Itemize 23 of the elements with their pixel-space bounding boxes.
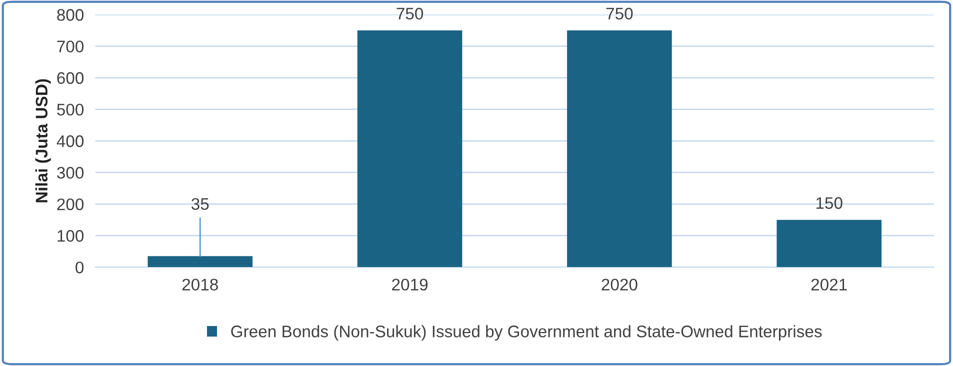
y-tick-label: 700 [57, 40, 84, 52]
y-tick-label: 800 [57, 9, 84, 21]
x-tick-label: 2019 [392, 278, 428, 291]
y-tick-label: 600 [57, 72, 84, 84]
legend-label: Green Bonds (Non-Sukuk) Issued by Government and State-Owned Enterprises [231, 325, 822, 341]
bar [357, 30, 462, 268]
data-label: 750 [396, 8, 424, 20]
y-tick-label: 500 [57, 104, 84, 116]
x-tick-label: 2021 [811, 278, 847, 291]
y-tick-label: 200 [57, 198, 84, 210]
y-tick-label: 300 [57, 166, 84, 179]
y-tick-label: 0 [76, 262, 84, 274]
data-label: 750 [606, 8, 633, 20]
x-tick-label: 2020 [602, 278, 638, 291]
bar [567, 30, 672, 268]
y-tick-label: 100 [58, 230, 84, 242]
y-axis-title: Nilai (Juta USD) [35, 79, 51, 202]
bar [776, 220, 882, 268]
bar [148, 256, 253, 268]
data-label: 150 [816, 197, 842, 209]
x-tick-label: 2018 [182, 278, 218, 291]
y-tick-label: 400 [56, 135, 84, 148]
data-label: 35 [191, 198, 209, 210]
